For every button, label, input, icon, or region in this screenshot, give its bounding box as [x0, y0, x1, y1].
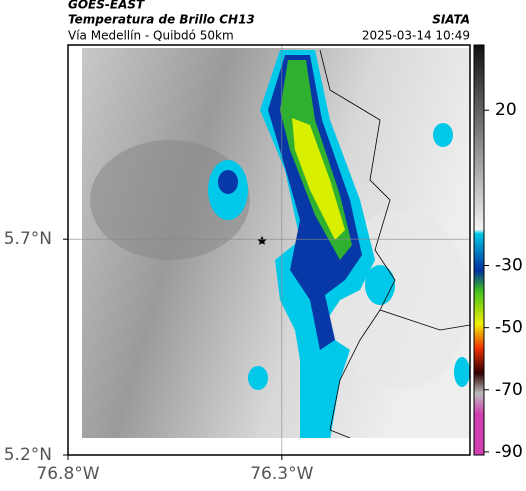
colorbar-tick-label: -90 [495, 442, 523, 462]
colorbar-tick-label: -70 [495, 380, 523, 400]
satellite-image [82, 48, 470, 438]
header: GOES-EAST Temperatura de Brillo CH13 SIA… [68, 0, 470, 43]
map-frame [67, 44, 471, 456]
lat-tick-label: 5.2°N [4, 445, 52, 465]
lon-tick-label: 76.8°W [36, 464, 99, 484]
colorbar-tick-label: -50 [495, 318, 523, 338]
lon-tick-label: 76.3°W [250, 464, 313, 484]
satellite: GOES-EAST [68, 0, 145, 12]
colorbar-tick-label: 20 [495, 100, 517, 120]
subtitle: Vía Medellín - Quibdó 50km [68, 29, 234, 43]
source: SIATA [432, 13, 470, 27]
datetime: 2025-03-14 10:49 [362, 29, 470, 43]
lat-tick-label: 5.7°N [4, 229, 52, 249]
colorbar [473, 44, 485, 456]
colorbar-tick-label: -30 [495, 256, 523, 276]
title: Temperatura de Brillo CH13 [68, 13, 255, 27]
